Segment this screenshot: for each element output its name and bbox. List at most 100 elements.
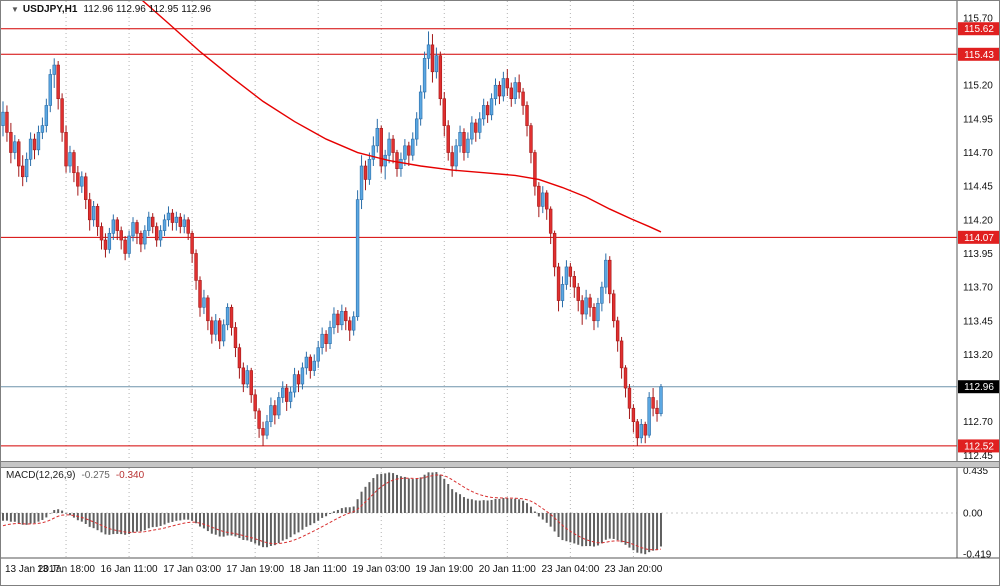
- candle-body: [422, 58, 427, 93]
- price-badge: [958, 439, 999, 453]
- candle-body: [395, 152, 399, 169]
- candle-body: [80, 176, 84, 187]
- candle-body: [627, 387, 632, 409]
- candle-body: [225, 307, 230, 326]
- x-axis-label: 17 Jan 19:00: [226, 564, 284, 575]
- candle-body: [619, 340, 624, 369]
- candle-body: [257, 410, 261, 429]
- candle-body: [60, 98, 64, 133]
- y-axis-label: 114.45: [963, 182, 993, 193]
- candle-body: [292, 374, 297, 393]
- candle-body: [273, 405, 277, 416]
- candle-body: [592, 307, 596, 322]
- y-axis-label: 113.20: [963, 350, 993, 361]
- candle-body: [418, 91, 423, 120]
- candle-body: [478, 118, 482, 133]
- price-badge-label: 114.07: [964, 233, 994, 244]
- candle-body: [426, 44, 431, 59]
- price-badge-label: 115.43: [964, 50, 994, 61]
- candle-body: [580, 300, 584, 315]
- candle-body: [170, 212, 175, 223]
- candle-body: [249, 370, 253, 396]
- candle-body: [198, 280, 202, 308]
- candle-body: [332, 313, 336, 328]
- candle-body: [411, 138, 415, 156]
- expand-arrow-icon[interactable]: ▼: [11, 5, 19, 14]
- candle-body: [344, 311, 348, 322]
- candle-body: [261, 428, 265, 436]
- candle-body: [131, 222, 135, 237]
- indicator-pane-divider[interactable]: [1, 461, 999, 468]
- candle-body: [659, 386, 663, 414]
- candle-body: [87, 199, 92, 221]
- candle-body: [336, 313, 340, 326]
- y-axis-label: 114.20: [963, 215, 993, 226]
- macd-axis-label: -0.419: [963, 549, 992, 560]
- candle-body: [379, 128, 383, 167]
- candle-body: [308, 356, 313, 371]
- candle-body: [241, 367, 246, 385]
- candle-body: [253, 394, 257, 412]
- candle-body: [348, 320, 352, 331]
- x-axis-label: 19 Jan 19:00: [415, 564, 473, 575]
- candle-body: [363, 165, 368, 180]
- candle-body: [600, 286, 604, 304]
- candle-body: [202, 297, 206, 308]
- candle-body: [28, 138, 33, 160]
- candle-body: [95, 206, 100, 227]
- chart-header: ▼ USDJPY,H1 112.96 112.96 112.95 112.96: [11, 4, 211, 15]
- price-badge: [958, 47, 999, 61]
- candle-body: [245, 370, 249, 385]
- candle-body: [359, 165, 364, 200]
- candle-body: [355, 199, 360, 318]
- candle-body: [312, 360, 316, 371]
- candle-body: [158, 230, 163, 241]
- candle-body: [351, 316, 356, 331]
- x-axis-label: 17 Jan 03:00: [163, 564, 221, 575]
- candle-body: [316, 347, 320, 362]
- candle-body: [501, 78, 506, 97]
- candle-body: [64, 132, 68, 167]
- y-axis-label: 112.70: [963, 417, 993, 428]
- candle-body: [194, 253, 198, 281]
- candle-body: [466, 138, 470, 153]
- candle-body: [552, 232, 557, 268]
- candle-body: [407, 145, 411, 156]
- candle-body: [505, 78, 510, 89]
- y-axis-label: 115.70: [963, 13, 993, 24]
- candle-body: [509, 87, 513, 100]
- candle-body: [44, 105, 49, 126]
- candle-body: [474, 122, 478, 133]
- candle-body: [206, 297, 210, 322]
- candle-body: [568, 266, 573, 277]
- candle-body: [643, 424, 647, 436]
- y-axis-label: 112.45: [963, 451, 993, 462]
- candle-body: [68, 152, 72, 167]
- candle-body: [40, 125, 45, 133]
- candle-body: [596, 302, 600, 322]
- candle-body: [36, 132, 41, 151]
- candle-body: [13, 141, 17, 153]
- candle-body: [623, 367, 628, 389]
- x-axis-label: 18 Jan 11:00: [290, 564, 348, 575]
- candle-body: [442, 98, 446, 126]
- candle-body: [489, 98, 494, 116]
- moving-average-line[interactable]: [141, 1, 662, 233]
- candle-body: [576, 286, 580, 301]
- candle-body: [414, 118, 419, 140]
- candle-body: [481, 105, 486, 120]
- candle-body: [387, 138, 391, 156]
- candle-body: [143, 230, 147, 245]
- candle-body: [493, 84, 498, 100]
- candle-body: [458, 132, 462, 147]
- candle-body: [430, 44, 435, 73]
- candle-body: [229, 307, 234, 328]
- candle-body: [383, 154, 387, 167]
- candle-body: [572, 276, 577, 288]
- x-axis-label: 16 Jan 11:00: [101, 564, 159, 575]
- candle-body: [162, 219, 167, 231]
- candle-body: [403, 145, 407, 160]
- candle-body: [221, 324, 226, 342]
- candle-body: [631, 407, 636, 423]
